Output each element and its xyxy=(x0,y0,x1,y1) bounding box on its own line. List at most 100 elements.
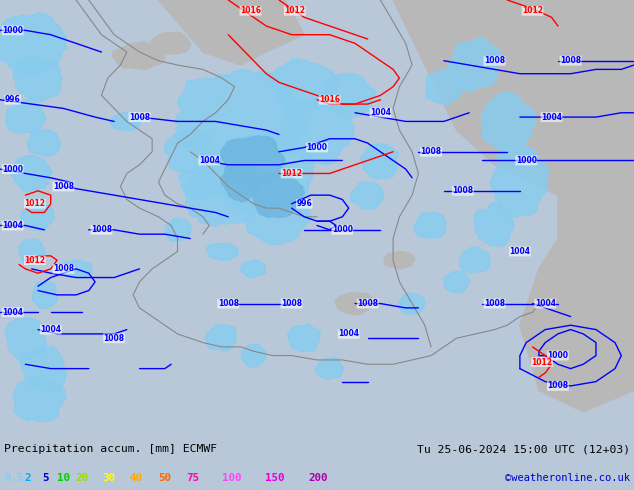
Text: 0.5: 0.5 xyxy=(4,472,23,483)
Polygon shape xyxy=(13,56,62,101)
Text: 1008: 1008 xyxy=(484,56,505,65)
Polygon shape xyxy=(315,357,344,379)
Text: 50: 50 xyxy=(158,472,171,483)
Polygon shape xyxy=(5,99,46,134)
Polygon shape xyxy=(32,281,58,309)
Text: 996: 996 xyxy=(5,95,20,104)
Text: 1008: 1008 xyxy=(91,225,112,234)
Text: 1012: 1012 xyxy=(531,358,553,367)
Polygon shape xyxy=(490,145,549,218)
Polygon shape xyxy=(20,203,55,231)
Polygon shape xyxy=(20,346,66,392)
Text: 200: 200 xyxy=(308,472,328,483)
Text: Tu 25-06-2024 15:00 UTC (12+03): Tu 25-06-2024 15:00 UTC (12+03) xyxy=(417,444,630,454)
Polygon shape xyxy=(474,202,514,246)
Polygon shape xyxy=(176,69,309,175)
Polygon shape xyxy=(244,189,311,245)
Polygon shape xyxy=(447,37,501,92)
Text: Precipitation accum. [mm] ECMWF: Precipitation accum. [mm] ECMWF xyxy=(4,444,217,454)
Text: 1004: 1004 xyxy=(370,108,391,117)
Polygon shape xyxy=(205,324,236,351)
Polygon shape xyxy=(360,144,398,179)
Polygon shape xyxy=(384,251,415,269)
Text: 5: 5 xyxy=(42,472,48,483)
Polygon shape xyxy=(27,129,61,156)
Polygon shape xyxy=(242,344,266,368)
Polygon shape xyxy=(460,247,491,273)
Polygon shape xyxy=(399,293,425,314)
Polygon shape xyxy=(444,271,470,293)
Text: 1000: 1000 xyxy=(2,165,23,173)
Text: 1000: 1000 xyxy=(332,225,353,234)
Polygon shape xyxy=(184,164,261,226)
Polygon shape xyxy=(335,293,376,315)
Text: 1004: 1004 xyxy=(534,299,556,308)
Text: 1016: 1016 xyxy=(319,95,340,104)
Text: 1008: 1008 xyxy=(281,299,302,308)
Text: 1012: 1012 xyxy=(24,199,46,208)
Text: 1008: 1008 xyxy=(560,56,581,65)
Text: 1008: 1008 xyxy=(217,299,239,308)
Polygon shape xyxy=(253,172,304,218)
Polygon shape xyxy=(280,97,354,165)
Polygon shape xyxy=(393,0,634,195)
Text: 1012: 1012 xyxy=(522,6,543,15)
Text: 1004: 1004 xyxy=(198,156,220,165)
Polygon shape xyxy=(179,164,225,199)
Text: 1000: 1000 xyxy=(306,143,328,152)
Polygon shape xyxy=(151,32,191,54)
Polygon shape xyxy=(158,0,304,65)
Text: 1016: 1016 xyxy=(240,6,261,15)
Text: ©weatheronline.co.uk: ©weatheronline.co.uk xyxy=(505,472,630,483)
Text: 20: 20 xyxy=(75,472,88,483)
Polygon shape xyxy=(323,73,376,117)
Text: 10: 10 xyxy=(57,472,70,483)
Text: 1008: 1008 xyxy=(452,186,474,196)
Text: 1004: 1004 xyxy=(40,325,61,334)
Text: 1000: 1000 xyxy=(547,351,569,360)
Text: 1004: 1004 xyxy=(2,308,23,317)
Text: 30: 30 xyxy=(102,472,115,483)
Polygon shape xyxy=(481,92,535,153)
Text: 1008: 1008 xyxy=(484,299,505,308)
Text: 1004: 1004 xyxy=(541,113,562,122)
Polygon shape xyxy=(110,113,141,130)
Text: 1008: 1008 xyxy=(53,182,74,191)
Text: 1008: 1008 xyxy=(103,334,125,343)
Polygon shape xyxy=(11,156,53,192)
Text: 1004: 1004 xyxy=(2,221,23,230)
Polygon shape xyxy=(413,212,446,238)
Text: 1008: 1008 xyxy=(547,381,569,391)
Polygon shape xyxy=(221,163,260,202)
Text: 1008: 1008 xyxy=(129,113,150,122)
Polygon shape xyxy=(206,243,238,261)
Polygon shape xyxy=(425,69,462,104)
Polygon shape xyxy=(270,58,338,113)
Text: 1012: 1012 xyxy=(281,169,302,178)
Polygon shape xyxy=(59,260,93,278)
Text: 1008: 1008 xyxy=(357,299,378,308)
Polygon shape xyxy=(221,136,285,187)
Text: 1008: 1008 xyxy=(420,147,442,156)
Text: 40: 40 xyxy=(130,472,143,483)
Polygon shape xyxy=(19,239,45,266)
Polygon shape xyxy=(212,132,314,215)
Text: 1008: 1008 xyxy=(53,265,74,273)
Polygon shape xyxy=(164,127,217,174)
Polygon shape xyxy=(13,376,66,422)
Text: 1012: 1012 xyxy=(24,256,46,265)
Polygon shape xyxy=(112,42,165,70)
Text: 150: 150 xyxy=(265,472,285,483)
Text: 1004: 1004 xyxy=(509,247,531,256)
Polygon shape xyxy=(0,13,67,75)
Text: 2: 2 xyxy=(24,472,30,483)
Text: 75: 75 xyxy=(186,472,199,483)
Polygon shape xyxy=(414,27,448,43)
Polygon shape xyxy=(5,318,46,361)
Text: 1000: 1000 xyxy=(515,156,537,165)
Polygon shape xyxy=(287,324,320,352)
Text: 996: 996 xyxy=(297,199,312,208)
Text: 100: 100 xyxy=(222,472,242,483)
Polygon shape xyxy=(240,260,266,278)
Polygon shape xyxy=(520,173,634,412)
